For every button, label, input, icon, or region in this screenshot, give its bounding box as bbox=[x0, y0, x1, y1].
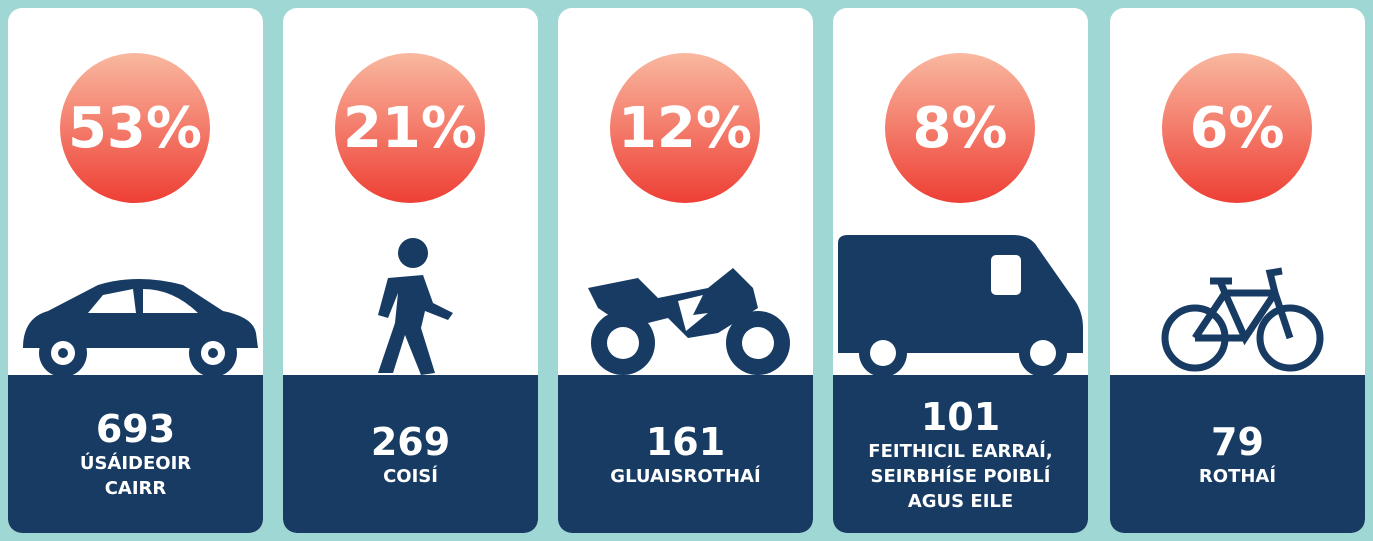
percent-circle: 53% bbox=[60, 53, 210, 203]
card: 12% 161 GLUAISROTHAÍ bbox=[558, 8, 813, 533]
card: 8% 101 FEITHICIL EARRAÍ, SEIRBHÍSE POIBLÍ A… bbox=[833, 8, 1088, 533]
icon bbox=[378, 238, 453, 375]
icon bbox=[1161, 267, 1324, 372]
label-line: COISÍ bbox=[383, 465, 438, 487]
count: 693 bbox=[95, 407, 176, 451]
info-panel: 101 FEITHICIL EARRAÍ, SEIRBHÍSE POIBLÍ AGUS… bbox=[833, 375, 1088, 533]
card: 53% 693 ÚSÁIDEOIR CAIRR bbox=[8, 8, 263, 533]
label-line: SEIRBHÍSE POIBLÍ bbox=[870, 465, 1051, 487]
count: 161 bbox=[645, 419, 726, 464]
label-line: CAIRR bbox=[104, 478, 167, 499]
icon bbox=[838, 235, 1083, 377]
label-line: ÚSÁIDEOIR bbox=[79, 453, 192, 474]
card: 21% 269 COISÍ bbox=[283, 8, 538, 533]
percent-circle: 21% bbox=[335, 53, 485, 203]
percent-circle: 12% bbox=[610, 53, 760, 203]
label-line: GLUAISROTHAÍ bbox=[610, 465, 761, 487]
label-line: AGUS EILE bbox=[907, 490, 1014, 512]
icon bbox=[23, 279, 258, 377]
label-line: ROTHAÍ bbox=[1198, 465, 1277, 487]
label-line: FEITHICIL EARRAÍ, bbox=[868, 440, 1053, 462]
percent-circle: 6% bbox=[1162, 53, 1312, 203]
info-panel: 161 GLUAISROTHAÍ bbox=[558, 375, 813, 533]
icon bbox=[588, 268, 790, 375]
info-panel: 269 COISÍ bbox=[283, 375, 538, 533]
card: 6% 79 ROTHAÍ bbox=[1110, 8, 1365, 533]
count: 269 bbox=[370, 419, 451, 464]
percent-circle: 8% bbox=[885, 53, 1035, 203]
count: 101 bbox=[920, 394, 1001, 439]
info-panel: 79 ROTHAÍ bbox=[1110, 375, 1365, 533]
info-panel: 693 ÚSÁIDEOIR CAIRR bbox=[8, 375, 263, 533]
count: 79 bbox=[1211, 419, 1264, 464]
